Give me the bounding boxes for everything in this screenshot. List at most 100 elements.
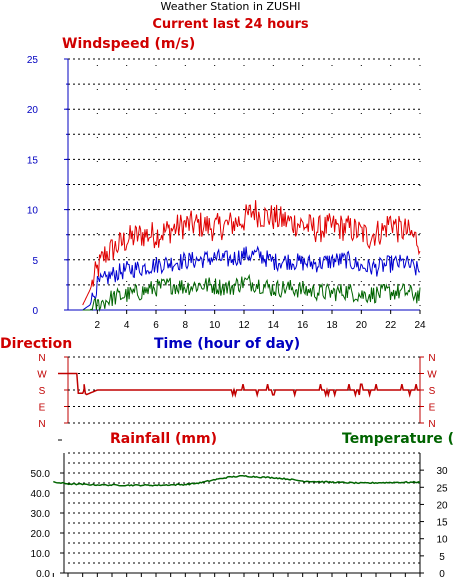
temp-y-tick: 5 — [439, 552, 445, 563]
wind-grid-dot — [419, 89, 421, 90]
wind-grid-dot — [184, 185, 186, 186]
wind-grid-dot — [390, 257, 392, 258]
wind-y-tick: 20 — [27, 105, 39, 116]
wind-y-tick: 10 — [27, 206, 39, 217]
wind-grid-dot — [419, 305, 421, 306]
wind-grid-dot — [331, 65, 333, 66]
wind-grid-dot — [243, 233, 245, 234]
wind-grid-dot — [243, 113, 245, 114]
rain-y-tick: 20.0 — [31, 529, 51, 540]
wind-grid-dot — [360, 161, 362, 162]
wind-grid-dot — [243, 137, 245, 138]
wind-grid-dot — [184, 137, 186, 138]
wind-grid-dot — [126, 257, 128, 258]
wind-grid-dot — [360, 65, 362, 66]
wind-grid-dot — [302, 161, 304, 162]
rain-y-tick: 40.0 — [31, 489, 51, 500]
wind-grid-dot — [331, 137, 333, 138]
wind-grid-dot — [243, 209, 245, 210]
wind-grid-dot — [214, 305, 216, 306]
wind-grid-dot — [126, 305, 128, 306]
wind-grid-dot — [155, 89, 157, 90]
wind-grid-dot — [390, 209, 392, 210]
temp-y-tick: 0 — [439, 569, 445, 580]
wind-grid-dot — [96, 185, 98, 186]
wind-grid-dot — [155, 113, 157, 114]
rainfall-axes: 0.0 10.0 20.0 30.0 40.0 50.0 0 5 10 15 20 25 30 — [31, 452, 448, 580]
wind-x-tick: 4 — [124, 320, 130, 331]
wind-grid-dot — [184, 305, 186, 306]
dir-tick-right: N — [428, 419, 435, 430]
wind-grid-dot — [184, 209, 186, 210]
wind-grid-dot — [419, 257, 421, 258]
temperature-title: Temperature ( — [342, 431, 454, 447]
wind-grid-dot — [302, 89, 304, 90]
wind-x-tick: 12 — [238, 320, 250, 331]
wind-grid-dot — [419, 161, 421, 162]
wind-grid-dot — [272, 65, 274, 66]
wind-grid-dot — [155, 185, 157, 186]
period-subtitle: Current last 24 hours — [152, 17, 309, 32]
wind-grid-dot — [360, 209, 362, 210]
wind-grid-dot — [214, 233, 216, 234]
wind-grid-dot — [360, 233, 362, 234]
wind-grid-dot — [331, 113, 333, 114]
wind-grid-dot — [360, 89, 362, 90]
wind-y-tick: 25 — [27, 55, 39, 66]
windspeed-title: Windspeed (m/s) — [62, 36, 196, 52]
wind-grid-dot — [331, 305, 333, 306]
wind-grid-dot — [155, 209, 157, 210]
wind-grid-dot — [155, 137, 157, 138]
wind-grid-dot — [96, 137, 98, 138]
wind-grid-dot — [214, 89, 216, 90]
temperature-title-text: Temperature — [342, 431, 443, 447]
wind-grid-dot — [302, 209, 304, 210]
direction-axes: N NW WS SE EN N — [37, 353, 437, 430]
wind-grid-dot — [419, 209, 421, 210]
wind-grid-dot — [184, 281, 186, 282]
wind-grid-dot — [96, 233, 98, 234]
wind-y-tick: 5 — [32, 256, 38, 267]
wind-grid-dot — [214, 137, 216, 138]
dir-tick-left: S — [39, 386, 46, 397]
wind-x-tick: 24 — [414, 320, 426, 331]
wind-grid-dot — [214, 185, 216, 186]
rain-y-tick: 50.0 — [31, 469, 51, 480]
wind-x-tick: 20 — [356, 320, 368, 331]
wind-x-tick: 22 — [385, 320, 397, 331]
wind-grid-dot — [272, 137, 274, 138]
wind-x-tick: 16 — [297, 320, 309, 331]
wind-x-tick: 14 — [268, 320, 280, 331]
wind-grid-dot — [419, 185, 421, 186]
wind-x-tick: 2 — [95, 320, 101, 331]
windspeed-max-line — [82, 200, 421, 306]
wind-grid-dot — [155, 233, 157, 234]
wind-grid-dot — [184, 113, 186, 114]
wind-grid-dot — [155, 281, 157, 282]
wind-grid-dot — [390, 161, 392, 162]
wind-grid-dot — [96, 113, 98, 114]
wind-grid-dot — [184, 233, 186, 234]
wind-grid-dot — [360, 137, 362, 138]
dir-tick-right: E — [429, 403, 436, 414]
wind-grid-dot — [419, 281, 421, 282]
dir-tick-left: N — [38, 353, 45, 364]
wind-grid-dot — [360, 257, 362, 258]
dir-tick-right: S — [429, 386, 436, 397]
wind-x-tick: 8 — [183, 320, 189, 331]
wind-grid-dot — [419, 113, 421, 114]
wind-grid-dot — [390, 113, 392, 114]
wind-grid-dot — [243, 305, 245, 306]
windspeed-lines — [82, 200, 421, 312]
wind-grid-dot — [360, 113, 362, 114]
wind-grid-dot — [243, 89, 245, 90]
windspeed-min-line — [82, 273, 421, 312]
wind-grid-dot — [96, 209, 98, 210]
wind-grid-dot — [331, 209, 333, 210]
wind-grid-dot — [126, 137, 128, 138]
direction-line — [58, 372, 420, 441]
wind-grid-dot — [272, 257, 274, 258]
wind-grid-dot — [243, 185, 245, 186]
wind-grid-dot — [390, 137, 392, 138]
